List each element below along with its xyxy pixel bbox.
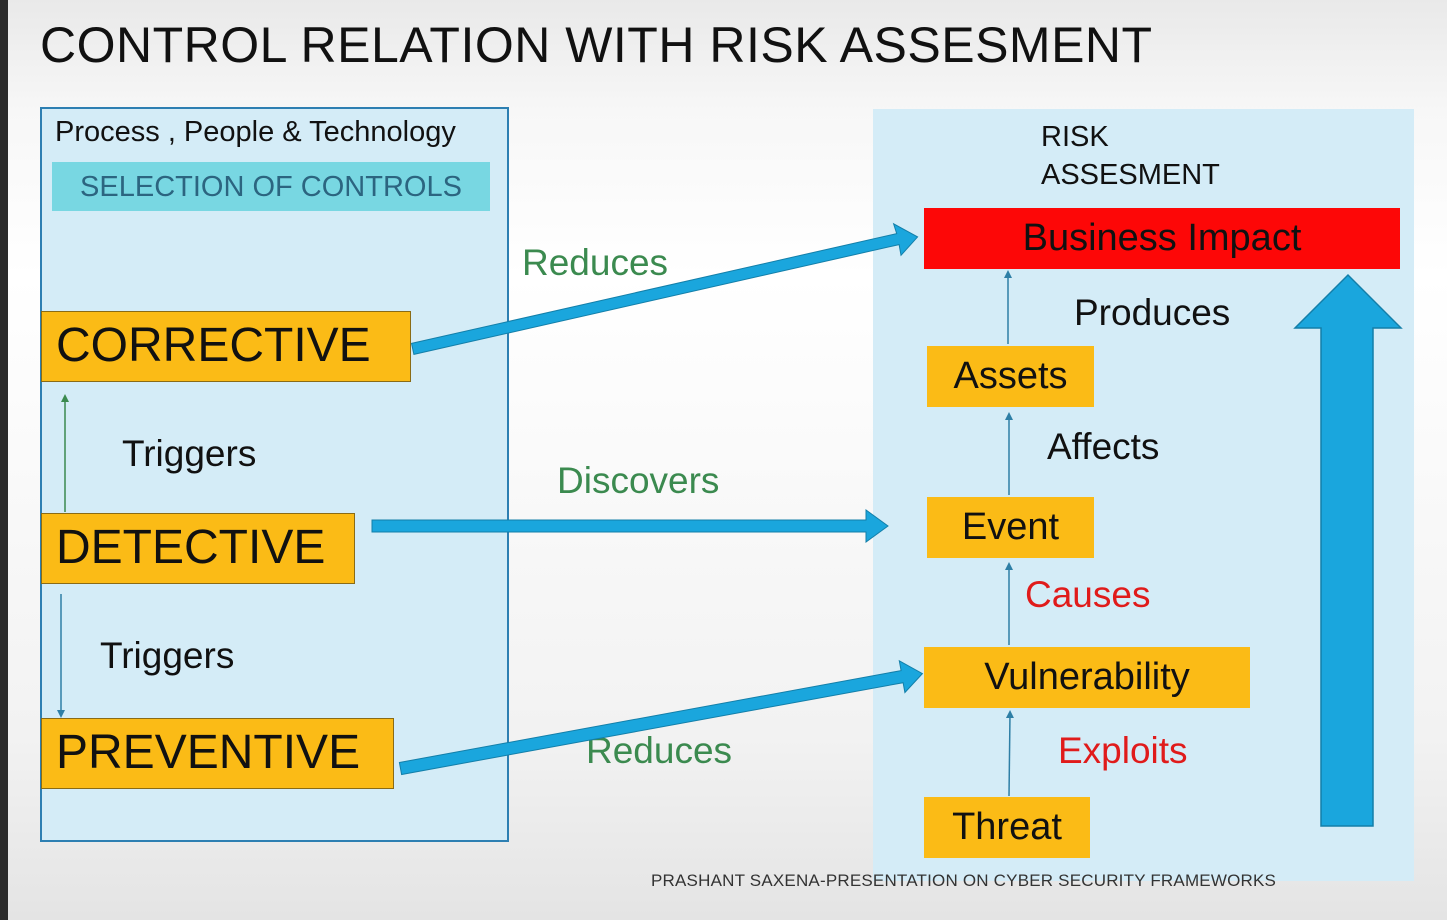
produces-label: Produces — [1074, 292, 1231, 333]
business-impact-box: Business Impact — [924, 208, 1400, 269]
reduces-label-top: Reduces — [522, 242, 669, 283]
triggers-label-lower: Triggers — [100, 635, 235, 676]
triggers-label-upper: Triggers — [122, 433, 257, 474]
exploits-label: Exploits — [1058, 730, 1188, 771]
threat-box: Threat — [924, 797, 1090, 858]
discovers-label: Discovers — [557, 460, 720, 501]
affects-label: Affects — [1047, 426, 1160, 467]
risk-assessment-heading: RISK ASSESMENT — [1041, 121, 1220, 191]
discovers-arrow — [371, 509, 889, 543]
causes-label: Causes — [1025, 574, 1151, 615]
reduces-bottom-arrow — [398, 659, 924, 776]
detective-box: DETECTIVE — [41, 513, 355, 584]
left-dark-edge — [0, 0, 8, 920]
selection-of-controls-label: SELECTION OF CONTROLS — [52, 162, 490, 211]
preventive-box: PREVENTIVE — [41, 718, 394, 789]
reduces-label-bottom: Reduces — [586, 730, 733, 771]
large-up-arrow — [1293, 273, 1403, 827]
event-box: Event — [927, 497, 1094, 558]
reduces-top-arrow — [410, 222, 919, 355]
controls-panel-heading: Process , People & Technology — [55, 116, 456, 148]
exploits-arrow — [1005, 710, 1014, 797]
assets-box: Assets — [927, 346, 1094, 407]
vulnerability-box: Vulnerability — [924, 647, 1250, 708]
slide-title: CONTROL RELATION WITH RISK ASSESMENT — [40, 17, 1153, 73]
corrective-box: CORRECTIVE — [41, 311, 411, 382]
footer-credit: PRASHANT SAXENA-PRESENTATION ON CYBER SE… — [651, 871, 1277, 890]
